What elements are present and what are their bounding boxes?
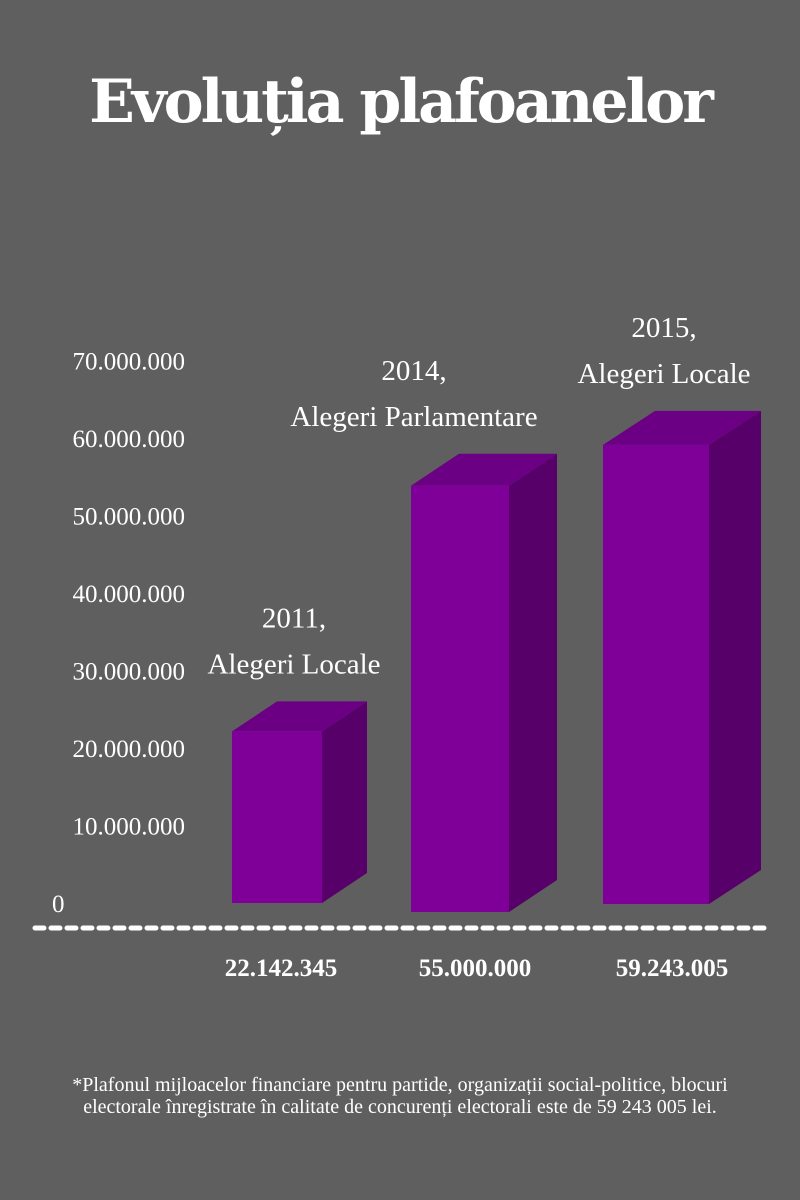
y-tick-label: 20.000.000 [73, 736, 186, 763]
bar-value-label: 59.243.005 [616, 955, 729, 982]
footnote: *Plafonul mijloacelor financiare pentru … [72, 1074, 728, 1118]
bar-side [709, 410, 761, 904]
bar-front [603, 444, 709, 904]
y-tick-label: 10.000.000 [73, 814, 186, 841]
value-labels: 22.142.345 55.000.000 59.243.005 [225, 955, 729, 982]
bar-category-label: 2015, [631, 312, 696, 344]
y-tick-label: 50.000.000 [73, 504, 186, 531]
bar-top [411, 453, 557, 486]
y-tick-label: 70.000.000 [73, 349, 186, 376]
bar-category-label: Alegeri Locale [577, 358, 750, 390]
bar-category-label: 2011, [262, 602, 326, 634]
bar-value-label: 22.142.345 [225, 955, 338, 982]
bar-labels: 2011, Alegeri Locale 2014, Alegeri Parlamen… [207, 312, 750, 681]
bar-side [509, 453, 557, 912]
bar-value-label: 55.000.000 [419, 955, 532, 982]
bar [232, 701, 367, 903]
y-tick-label: 60.000.000 [73, 426, 186, 453]
bar-category-label: 2014, [381, 355, 446, 387]
bar-category-label: Alegeri Parlamentare [290, 401, 537, 433]
y-tick-label: 40.000.000 [73, 581, 186, 608]
chart-title: Evoluția plafoanelor [89, 67, 714, 137]
bar [603, 410, 761, 904]
bar-top [232, 701, 367, 732]
bar-top [603, 410, 761, 445]
bar-category-label: Alegeri Locale [207, 648, 380, 680]
bar-front [232, 731, 322, 903]
y-tick-label: 30.000.000 [73, 659, 186, 686]
bar [411, 453, 557, 912]
bars [232, 410, 761, 912]
bar-front [411, 485, 509, 912]
y-tick-label: 0 [52, 891, 65, 918]
bar-side [322, 701, 367, 903]
y-axis: 0 10.000.000 20.000.000 30.000.000 40.000.00… [52, 349, 185, 919]
